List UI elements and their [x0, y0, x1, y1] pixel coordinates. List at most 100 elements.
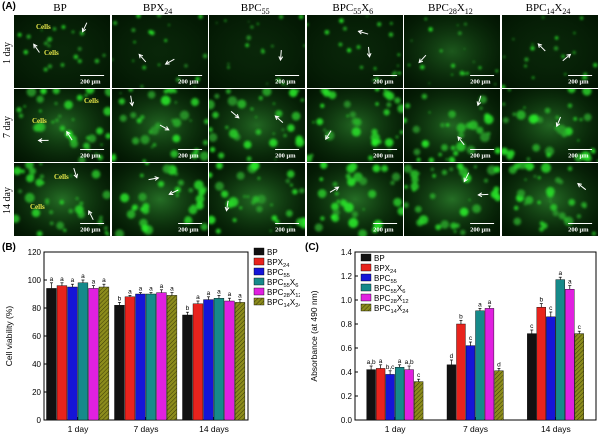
significance-letter: a — [128, 288, 132, 295]
micrograph-image: 200 μm — [502, 163, 599, 236]
bar — [234, 302, 246, 421]
significance-letter: a — [488, 299, 492, 306]
bar — [156, 292, 167, 421]
micrograph-image: 200 μm — [209, 89, 306, 162]
significance-letter: b — [118, 295, 122, 302]
svg-text:200 μm: 200 μm — [275, 153, 296, 160]
significance-letter: a — [217, 288, 221, 295]
svg-text:200 μm: 200 μm — [470, 79, 491, 86]
x-tick-label: 1 day — [385, 424, 407, 434]
legend-swatch — [360, 293, 372, 302]
y-tick-label: 1.0 — [341, 296, 353, 305]
row-header: 14 day — [2, 187, 13, 215]
legend-swatch — [253, 247, 265, 256]
bar — [213, 298, 225, 421]
legend-swatch — [253, 277, 265, 286]
significance-letter: a — [71, 277, 75, 284]
legend-label: BPX24 — [374, 264, 397, 275]
significance-letter: a — [398, 358, 402, 365]
significance-letter: a — [92, 279, 96, 286]
y-tick-label: 0.2 — [341, 392, 353, 401]
significance-letter: b — [186, 305, 190, 312]
micrograph-image: 200 μm — [111, 15, 208, 88]
significance-letter: c — [417, 372, 421, 379]
bar — [88, 288, 99, 421]
legend-label: BPC55 — [374, 274, 397, 285]
svg-text:200 μm: 200 μm — [80, 153, 101, 160]
bar — [98, 286, 110, 421]
cells-label: Cells — [54, 173, 69, 181]
micrograph-image: 200 μm — [502, 15, 599, 88]
bar — [475, 310, 485, 421]
svg-text:200 μm: 200 μm — [373, 227, 394, 234]
y-tick-label: 100 — [28, 276, 42, 285]
legend-label: BPX24 — [267, 258, 290, 269]
significance-letter: b,c — [386, 364, 395, 371]
significance-letter: a — [50, 276, 54, 283]
y-axis-label: Cell viability (%) — [4, 306, 14, 367]
micrograph-image: 200 μm — [306, 89, 403, 162]
legend-label: BP — [267, 248, 278, 257]
micrograph-image: 200 μm — [502, 89, 599, 162]
bar — [565, 289, 575, 421]
y-tick-label: 80 — [32, 304, 41, 313]
svg-text:200 μm: 200 μm — [178, 227, 199, 234]
bar — [574, 333, 584, 421]
x-tick-label: 1 day — [68, 424, 90, 434]
cells-label: Cells — [36, 23, 51, 31]
micrograph-image: 200 μm — [306, 163, 403, 236]
bar — [394, 366, 405, 421]
micrograph-image: 200 μm — [111, 89, 208, 162]
x-tick-label: 7 days — [463, 424, 488, 434]
bar — [203, 299, 214, 421]
svg-text:200 μm: 200 μm — [80, 227, 101, 234]
column-header: BPX24 — [142, 2, 173, 17]
legend-swatch — [253, 267, 265, 276]
micrograph-image: 200 μm — [111, 163, 208, 236]
svg-text:200 μm: 200 μm — [373, 79, 394, 86]
significance-letter: c — [578, 324, 582, 331]
bar — [46, 288, 57, 421]
legend-label: BPC28X12 — [267, 288, 300, 299]
bar — [413, 381, 424, 421]
y-tick-label: 40 — [32, 360, 41, 369]
bar — [166, 295, 178, 421]
legend-swatch — [360, 283, 372, 292]
y-axis-label: Absorbance (at 490 nm) — [309, 290, 319, 381]
micrograph-image: 200 μm — [209, 15, 306, 88]
legend-label: BPC55X6 — [267, 278, 298, 289]
significance-letter: a — [379, 358, 383, 365]
panel-a-label: (A) — [2, 1, 16, 12]
x-tick-label: 14 days — [199, 424, 229, 434]
significance-letter: a — [207, 290, 211, 297]
chart-c: 0.0 0.2 0.4 0.6 0.8 1.0 1.2 1.4 Absorbance (at 4… — [309, 248, 597, 434]
svg-text:200 μm: 200 μm — [178, 79, 199, 86]
micrograph-image: 200 μm — [404, 163, 501, 236]
bar — [456, 323, 466, 421]
bar — [145, 293, 157, 421]
bar — [375, 368, 386, 421]
significance-letter: c — [549, 305, 553, 312]
svg-text:200 μm: 200 μm — [275, 79, 296, 86]
significance-letter: a — [558, 270, 562, 277]
significance-letter: a — [196, 294, 200, 301]
x-tick-label: 14 days — [541, 424, 571, 434]
svg-text:200 μm: 200 μm — [568, 153, 589, 160]
legend-swatch — [360, 263, 372, 272]
micrograph-image: 200 μm Cells Cells — [14, 89, 111, 162]
legend-label: BPC55X6 — [374, 284, 405, 295]
bar — [56, 285, 68, 421]
bar — [192, 303, 204, 421]
legend-label: BPC28X12 — [374, 294, 409, 305]
micrograph-image: 200 μm Cells Cells — [14, 163, 111, 236]
column-header: BPC28X12 — [428, 2, 473, 17]
y-tick-label: 0 — [37, 416, 42, 425]
significance-letter: a — [238, 293, 242, 300]
legend-label: BPC14X24 — [267, 298, 300, 309]
significance-letter: a — [60, 276, 64, 283]
svg-text:200 μm: 200 μm — [568, 227, 589, 234]
significance-letter: a — [81, 273, 85, 280]
cells-label: Cells — [30, 203, 45, 211]
legend-swatch — [360, 303, 372, 312]
